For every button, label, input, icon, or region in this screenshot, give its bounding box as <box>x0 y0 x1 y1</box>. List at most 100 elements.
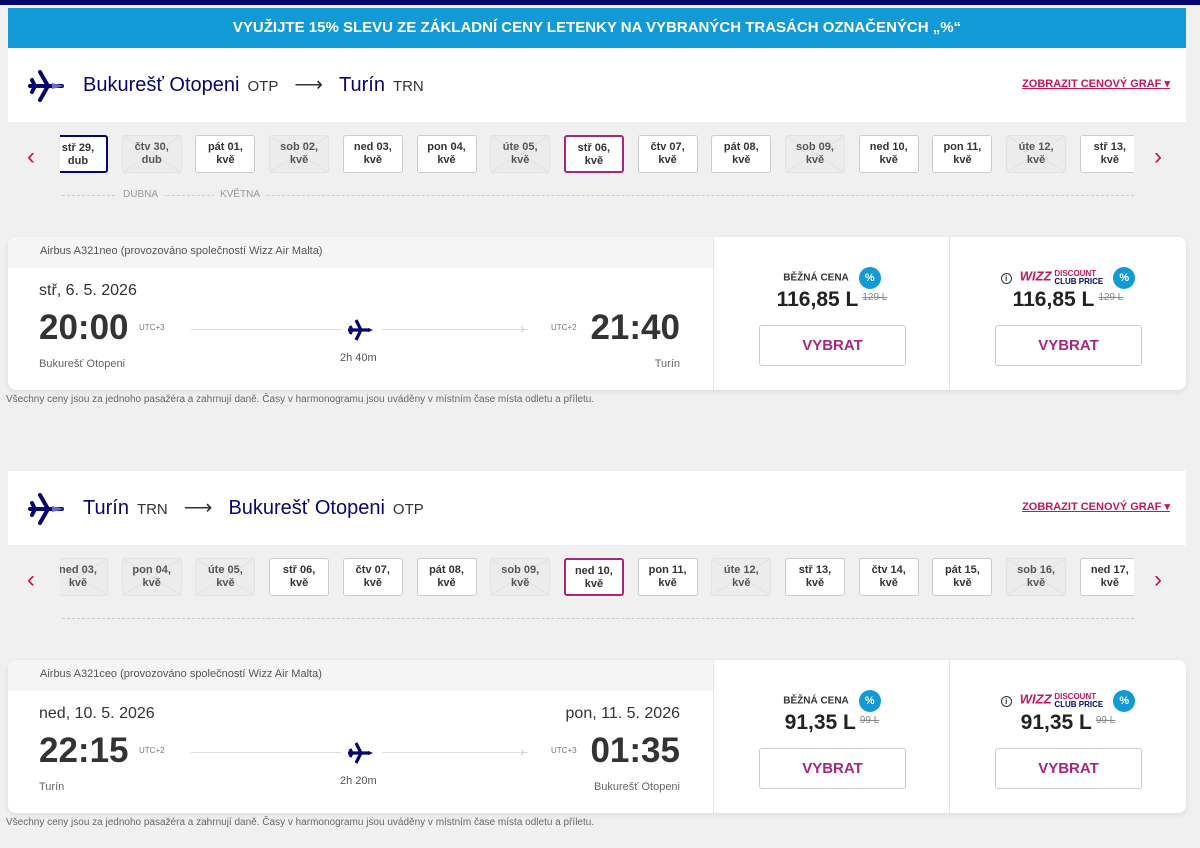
select-regular-button[interactable]: VYBRAT <box>759 748 906 789</box>
date-day: pát 08, <box>723 141 759 153</box>
date-day: pon 11, <box>943 141 982 153</box>
date-month: kvě <box>363 154 382 166</box>
date-option[interactable]: stř 13, kvě <box>1079 135 1134 173</box>
date-day: ned 03, <box>353 141 392 153</box>
date-option[interactable]: ned 17, kvě <box>1079 558 1134 596</box>
wizz-logo: WIZZ <box>1019 268 1052 284</box>
date-month: kvě <box>142 577 161 589</box>
date-day: sob 02, <box>280 141 319 153</box>
route-line <box>382 329 528 330</box>
date-day: čtv 30, <box>134 141 169 153</box>
date-option[interactable]: úte 12, kvě <box>1006 135 1067 173</box>
date-month: kvě <box>658 154 677 166</box>
date-option[interactable]: pon 11, kvě <box>932 135 993 173</box>
date-month: kvě <box>658 577 677 589</box>
date-day: stř 29, <box>61 142 95 154</box>
date-option[interactable]: ned 03, kvě <box>342 135 403 173</box>
date-month: kvě <box>953 577 972 589</box>
date-option[interactable]: sob 09, kvě <box>490 558 551 596</box>
promo-banner[interactable]: VYUŽIJTE 15% SLEVU ZE ZÁKLADNÍ CENY LETE… <box>8 8 1186 48</box>
date-option[interactable]: ned 10, kvě <box>858 135 919 173</box>
regular-old-price: 129 L <box>862 292 888 303</box>
departure-utc: UTC+2 <box>139 746 165 755</box>
date-option[interactable]: čtv 14, kvě <box>858 558 919 596</box>
date-option[interactable]: čtv 07, kvě <box>637 135 698 173</box>
date-option[interactable]: úte 12, kvě <box>711 558 772 596</box>
date-option[interactable]: pát 01, kvě <box>195 135 256 173</box>
date-day: úte 05, <box>502 141 538 153</box>
departure-city: Bukurešť Otopeni <box>39 358 126 370</box>
next-dates-chevron-icon[interactable]: › <box>1154 143 1162 170</box>
select-club-button[interactable]: VYBRAT <box>995 748 1142 789</box>
date-option[interactable]: stř 29, dub <box>60 135 108 173</box>
show-price-graph-link[interactable]: ZOBRAZIT CENOVÝ GRAF ▾ <box>1022 501 1170 513</box>
month-divider: DUBNA KVĚTNA <box>62 189 1134 200</box>
date-day: pon 04, <box>427 141 466 153</box>
origin-city: Bukurešť Otopeni <box>83 74 240 96</box>
info-icon[interactable]: i <box>1000 272 1012 284</box>
arrival-date: pon, 11. 5. 2026 <box>565 705 680 722</box>
date-option[interactable]: stř 13, kvě <box>785 558 845 596</box>
date-option[interactable]: pon 11, kvě <box>637 558 698 596</box>
date-month: kvě <box>1026 154 1046 166</box>
date-day: sob 09, <box>501 564 540 576</box>
date-day: ned 03, <box>60 564 97 576</box>
date-month: dub <box>67 155 89 167</box>
date-option[interactable]: sob 09, kvě <box>785 135 845 173</box>
date-option[interactable]: čtv 30, dub <box>121 135 182 173</box>
date-option[interactable]: pát 08, kvě <box>416 558 477 596</box>
caret-down-icon: ▾ <box>1164 501 1170 513</box>
arrival-time: 21:40 <box>590 308 680 347</box>
prev-dates-chevron-icon[interactable]: ‹ <box>27 566 35 593</box>
regular-price: 91,35 L <box>784 711 856 734</box>
date-option[interactable]: úte 05, kvě <box>490 135 551 173</box>
airplane-icon <box>348 319 373 341</box>
caret-down-icon: ▾ <box>1164 78 1170 90</box>
regular-price: 116,85 L <box>776 288 859 311</box>
wizz-logo: WIZZ <box>1019 691 1052 707</box>
date-day: pát 15, <box>944 564 980 576</box>
regular-price-label: BĚŽNÁ CENA <box>783 695 849 707</box>
next-dates-chevron-icon[interactable]: › <box>1154 566 1162 593</box>
date-selector: ‹ stř 29, dub čtv 30, dub pát 01, kvě sob 02, k… <box>0 135 1200 185</box>
price-note: Všechny ceny jsou za jednoho pasažéra a … <box>6 817 595 828</box>
date-day: úte 12, <box>1018 141 1054 153</box>
plane-icon <box>28 70 64 102</box>
date-month: kvě <box>584 155 604 167</box>
date-month: kvě <box>511 154 530 166</box>
date-option[interactable]: úte 05, kvě <box>195 558 256 596</box>
date-day: pon 04, <box>132 564 171 576</box>
date-option[interactable]: stř 06, kvě <box>269 558 330 596</box>
date-option[interactable]: sob 02, kvě <box>269 135 330 173</box>
date-option[interactable]: pát 08, kvě <box>711 135 772 173</box>
route-arrow-icon: ⟶ <box>183 497 213 519</box>
flight-info: stř, 6. 5. 2026 20:00 UTC+3 › 2h 40m UTC… <box>8 268 713 390</box>
date-option[interactable]: pon 04, kvě <box>121 558 182 596</box>
date-option[interactable]: čtv 07, kvě <box>342 558 403 596</box>
select-regular-button[interactable]: VYBRAT <box>759 325 906 366</box>
club-price: 91,35 L <box>1020 711 1092 734</box>
date-month: kvě <box>879 154 898 166</box>
date-option[interactable]: pon 04, kvě <box>416 135 477 173</box>
date-option[interactable]: sob 16, kvě <box>1006 558 1067 596</box>
destination-code: OTP <box>392 501 424 518</box>
show-price-graph-link[interactable]: ZOBRAZIT CENOVÝ GRAF ▾ <box>1022 78 1170 90</box>
month-label: KVĚTNA <box>214 189 267 200</box>
date-month: kvě <box>437 577 456 589</box>
date-day: stř 06, <box>282 564 316 576</box>
date-option[interactable]: ned 10, kvě <box>563 558 624 596</box>
arrival-city: Bukurešť Otopeni <box>593 781 680 793</box>
flight-info: ned, 10. 5. 2026 pon, 11. 5. 2026 22:15 … <box>8 691 713 813</box>
prev-dates-chevron-icon[interactable]: ‹ <box>27 143 35 170</box>
date-option[interactable]: stř 06, kvě <box>563 135 624 173</box>
date-day: stř 06, <box>577 142 611 154</box>
date-option[interactable]: pát 15, kvě <box>932 558 993 596</box>
date-month: kvě <box>879 577 898 589</box>
date-month: kvě <box>1100 154 1119 166</box>
arrival-city: Turín <box>654 358 680 370</box>
origin-code: OTP <box>247 78 279 95</box>
info-icon[interactable]: i <box>1000 695 1012 707</box>
date-option[interactable]: ned 03, kvě <box>60 558 108 596</box>
date-day: ned 10, <box>574 565 613 577</box>
select-club-button[interactable]: VYBRAT <box>995 325 1142 366</box>
